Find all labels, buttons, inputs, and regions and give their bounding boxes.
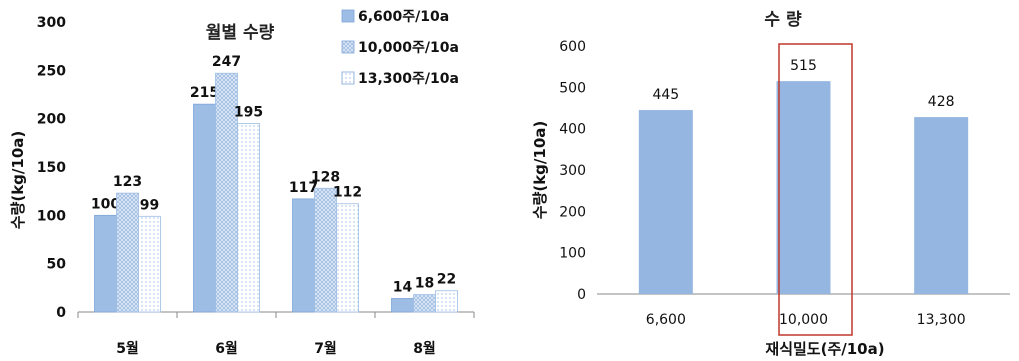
y-tick-label: 500	[559, 80, 586, 96]
bar	[435, 290, 458, 313]
data-label: 215	[190, 85, 219, 101]
data-label: 195	[234, 105, 263, 121]
x-tick-label: 10,000	[779, 312, 828, 328]
data-label: 117	[289, 180, 318, 196]
x-tick-label: 7월	[314, 340, 337, 357]
legend-swatch	[341, 40, 355, 54]
chart-monthly-yield: 월별 수량 수량(kg/10a) 0 50 100 150 200 250 300 5월 6월…	[9, 9, 475, 357]
data-label: 128	[311, 169, 340, 185]
legend-label: 10,000주/10a	[358, 40, 459, 56]
y-tick-label: 50	[47, 257, 67, 273]
y-tick-label: 150	[37, 160, 66, 176]
data-label: 22	[437, 272, 456, 288]
chart-title: 수 량	[764, 10, 802, 30]
legend-label: 6,600주/10a	[358, 9, 449, 25]
x-axis-label: 재식밀도(주/10a)	[765, 340, 884, 358]
y-axis-label: 수량(kg/10a)	[9, 131, 27, 230]
data-label: 14	[393, 279, 413, 295]
bar	[116, 192, 139, 313]
bar	[914, 117, 969, 295]
y-tick-label: 400	[559, 122, 586, 138]
bar	[292, 198, 315, 313]
x-axis-ticks: 6,600 10,000 13,300	[646, 312, 966, 328]
y-tick-label: 0	[577, 287, 586, 303]
data-label: 123	[113, 174, 142, 190]
bar	[391, 298, 414, 313]
x-tick-label: 6월	[215, 340, 238, 357]
bar	[193, 103, 216, 313]
data-label: 112	[333, 185, 362, 201]
y-tick-label: 600	[559, 39, 586, 55]
x-tick-label: 8월	[413, 340, 436, 357]
legend: 6,600주/10a 10,000주/10a 13,300주/10a	[341, 9, 459, 87]
data-label: 247	[212, 54, 241, 70]
y-axis-ticks: 0 50 100 150 200 250 300	[37, 15, 66, 321]
bar	[94, 214, 117, 313]
y-tick-label: 200	[37, 112, 66, 128]
y-tick-label: 300	[37, 15, 66, 31]
bar	[314, 187, 337, 313]
x-axis-ticks: 5월 6월 7월 8월	[77, 312, 475, 357]
y-tick-label: 0	[56, 305, 66, 321]
x-tick-label: 13,300	[917, 312, 966, 328]
bar	[413, 294, 436, 313]
chart-title: 월별 수량	[206, 23, 275, 43]
data-label: 100	[91, 196, 120, 212]
y-tick-label: 100	[37, 208, 66, 224]
x-tick-label: 6,600	[646, 312, 686, 328]
chart-total-yield: 수 량 수량(kg/10a) 0 100 200 300 400 500 600 6,600…	[531, 10, 1010, 358]
bars: 445 515 428	[638, 58, 969, 295]
y-tick-label: 300	[559, 163, 586, 179]
bar	[336, 203, 359, 313]
legend-swatch	[341, 9, 355, 23]
bar	[638, 110, 693, 294]
legend-swatch	[341, 71, 355, 85]
y-tick-label: 100	[559, 246, 586, 262]
data-label: 428	[928, 94, 955, 110]
bar	[237, 123, 260, 313]
y-axis-label: 수량(kg/10a)	[531, 121, 549, 220]
x-tick-label: 5월	[116, 340, 139, 357]
data-label: 515	[790, 58, 817, 74]
y-tick-label: 250	[37, 63, 66, 79]
y-axis-ticks: 0 100 200 300 400 500 600	[559, 39, 586, 303]
y-tick-label: 200	[559, 204, 586, 220]
data-label: 99	[140, 197, 159, 213]
data-label: 18	[415, 276, 434, 292]
data-label: 445	[652, 87, 679, 103]
legend-label: 13,300주/10a	[358, 71, 459, 87]
bar	[138, 215, 161, 313]
highlight-box	[778, 43, 853, 336]
bar	[776, 81, 831, 294]
